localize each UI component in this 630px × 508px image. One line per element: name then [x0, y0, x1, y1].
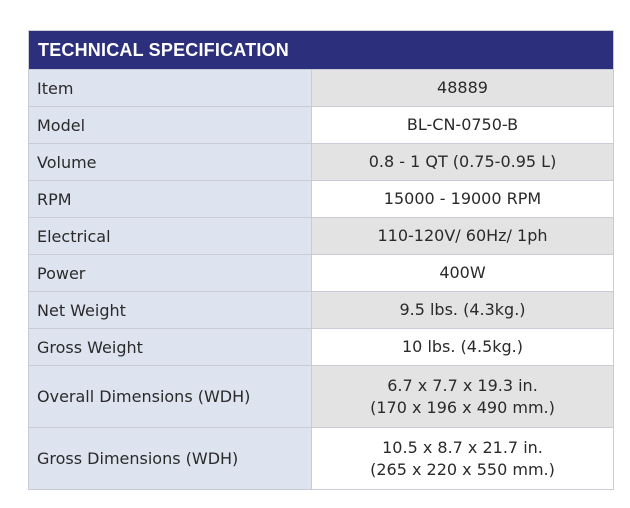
spec-value: 48889	[312, 70, 613, 106]
spec-value: BL-CN-0750-B	[312, 107, 613, 143]
spec-label: Net Weight	[29, 292, 312, 328]
spec-value-line: 9.5 lbs. (4.3kg.)	[399, 300, 526, 319]
spec-value: 9.5 lbs. (4.3kg.)	[312, 292, 613, 328]
spec-row-gross-weight: Gross Weight 10 lbs. (4.5kg.)	[29, 328, 613, 365]
spec-value-line: 15000 - 19000 RPM	[383, 189, 542, 208]
spec-value-line: 6.7 x 7.7 x 19.3 in.	[387, 375, 538, 395]
spec-value-line: 110-120V/ 60Hz/ 1ph	[377, 226, 548, 245]
spec-row-model: Model BL-CN-0750-B	[29, 106, 613, 143]
spec-label: Model	[29, 107, 312, 143]
spec-value: 10 lbs. (4.5kg.)	[312, 329, 613, 365]
spec-label: Item	[29, 70, 312, 106]
spec-label: Electrical	[29, 218, 312, 254]
spec-value: 10.5 x 8.7 x 21.7 in. (265 x 220 x 550 m…	[312, 428, 613, 489]
spec-label: Volume	[29, 144, 312, 180]
table-title: TECHNICAL SPECIFICATION	[29, 31, 613, 69]
spec-value: 0.8 - 1 QT (0.75-0.95 L)	[312, 144, 613, 180]
spec-row-rpm: RPM 15000 - 19000 RPM	[29, 180, 613, 217]
spec-value-line: (265 x 220 x 550 mm.)	[370, 459, 555, 479]
spec-table: TECHNICAL SPECIFICATION Item 48889 Model…	[28, 30, 614, 490]
spec-value: 15000 - 19000 RPM	[312, 181, 613, 217]
spec-value: 400W	[312, 255, 613, 291]
spec-row-overall-dimensions: Overall Dimensions (WDH) 6.7 x 7.7 x 19.…	[29, 365, 613, 427]
spec-row-item: Item 48889	[29, 69, 613, 106]
spec-value-line: 48889	[437, 78, 488, 97]
spec-value-line: 0.8 - 1 QT (0.75-0.95 L)	[368, 152, 557, 171]
spec-value-line: 10 lbs. (4.5kg.)	[402, 337, 523, 356]
spec-value-line: 10.5 x 8.7 x 21.7 in.	[382, 437, 543, 457]
spec-value-line: (170 x 196 x 490 mm.)	[370, 397, 555, 417]
spec-row-gross-dimensions: Gross Dimensions (WDH) 10.5 x 8.7 x 21.7…	[29, 427, 613, 489]
spec-label: Overall Dimensions (WDH)	[29, 366, 312, 427]
spec-row-power: Power 400W	[29, 254, 613, 291]
spec-value: 6.7 x 7.7 x 19.3 in. (170 x 196 x 490 mm…	[312, 366, 613, 427]
spec-label: Gross Dimensions (WDH)	[29, 428, 312, 489]
spec-row-electrical: Electrical 110-120V/ 60Hz/ 1ph	[29, 217, 613, 254]
spec-row-net-weight: Net Weight 9.5 lbs. (4.3kg.)	[29, 291, 613, 328]
spec-label: Gross Weight	[29, 329, 312, 365]
spec-row-volume: Volume 0.8 - 1 QT (0.75-0.95 L)	[29, 143, 613, 180]
spec-value-line: 400W	[439, 263, 486, 282]
spec-label: Power	[29, 255, 312, 291]
spec-value-line: BL-CN-0750-B	[406, 115, 519, 134]
spec-label: RPM	[29, 181, 312, 217]
spec-value: 110-120V/ 60Hz/ 1ph	[312, 218, 613, 254]
